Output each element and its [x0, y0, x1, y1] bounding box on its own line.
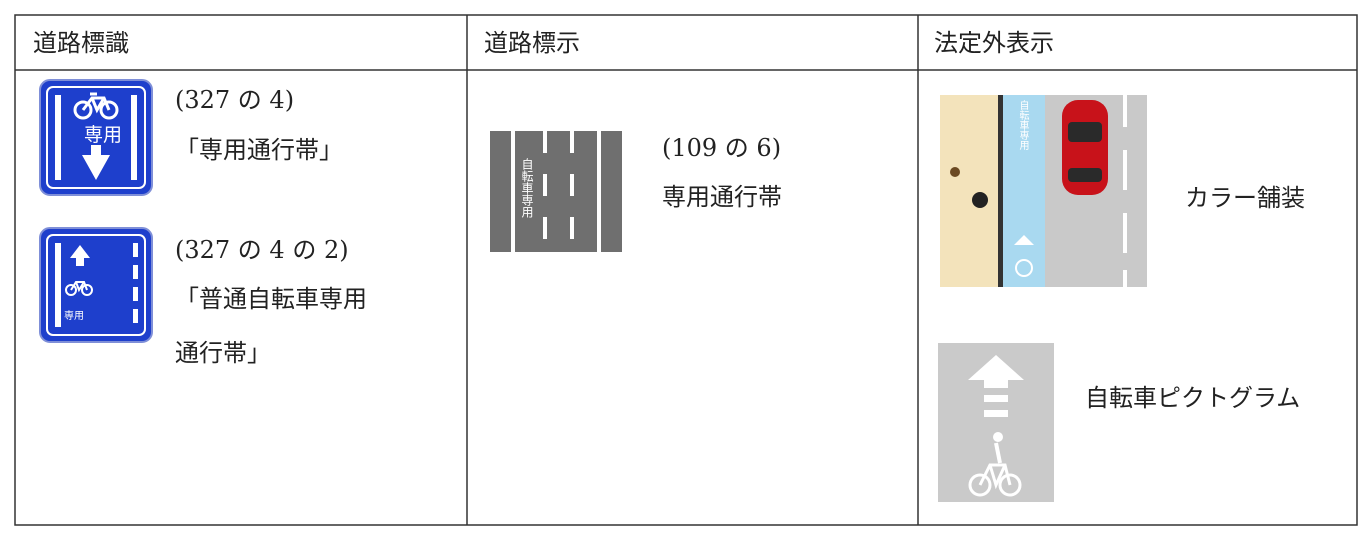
- sign-exclusive-lane: [39, 79, 153, 196]
- sign-bicycle-lane: [39, 227, 153, 343]
- header: 法定外表示: [934, 29, 1054, 57]
- paving-text: 自転車専用: [1017, 100, 1028, 150]
- code: (327 の 4): [175, 86, 295, 114]
- road-marking: [490, 131, 622, 252]
- sign-text: 専用: [84, 124, 123, 146]
- header: 道路標示: [484, 29, 580, 57]
- color-paving: [940, 95, 1147, 287]
- label: 「専用通行帯」: [175, 136, 343, 164]
- label: 「普通自転車専用: [175, 285, 367, 313]
- code: (327 の 4 の 2): [175, 236, 349, 264]
- label: 専用通行帯: [662, 183, 782, 211]
- marking-text: 自転車専用: [520, 158, 534, 218]
- header: 道路標識: [33, 29, 129, 57]
- sign-text: 専用: [64, 311, 84, 322]
- label: 通行帯」: [175, 339, 271, 367]
- label: 自転車ピクトグラム: [1085, 384, 1301, 412]
- bicycle-pictogram: [938, 343, 1054, 502]
- table-grid: [14, 14, 1358, 526]
- code: (109 の 6): [662, 134, 782, 162]
- label: カラー舗装: [1185, 184, 1305, 212]
